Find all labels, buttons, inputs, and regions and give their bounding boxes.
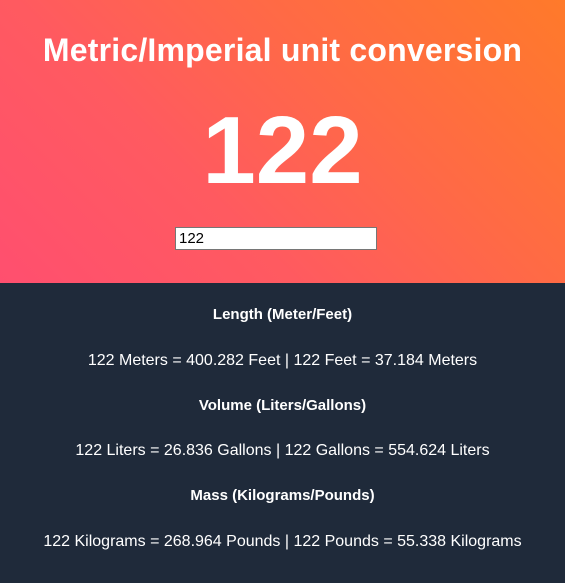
page-title: Metric/Imperial unit conversion [42, 32, 523, 68]
number-input[interactable] [175, 227, 377, 250]
length-conversion-text: 122 Meters = 400.282 Feet | 122 Feet = 3… [87, 352, 478, 369]
mass-heading: Mass (Kilograms/Pounds) [190, 487, 375, 504]
length-heading: Length (Meter/Feet) [212, 306, 353, 323]
hero-section: Metric/Imperial unit conversion 122 [0, 0, 565, 283]
number-display: 122 [202, 97, 363, 204]
mass-conversion-text: 122 Kilograms = 268.964 Pounds | 122 Pou… [43, 533, 522, 550]
conversion-results: Length (Meter/Feet) 122 Meters = 400.282… [0, 283, 565, 583]
volume-conversion-text: 122 Liters = 26.836 Gallons | 122 Gallon… [75, 442, 490, 459]
volume-heading: Volume (Liters/Gallons) [198, 397, 367, 414]
